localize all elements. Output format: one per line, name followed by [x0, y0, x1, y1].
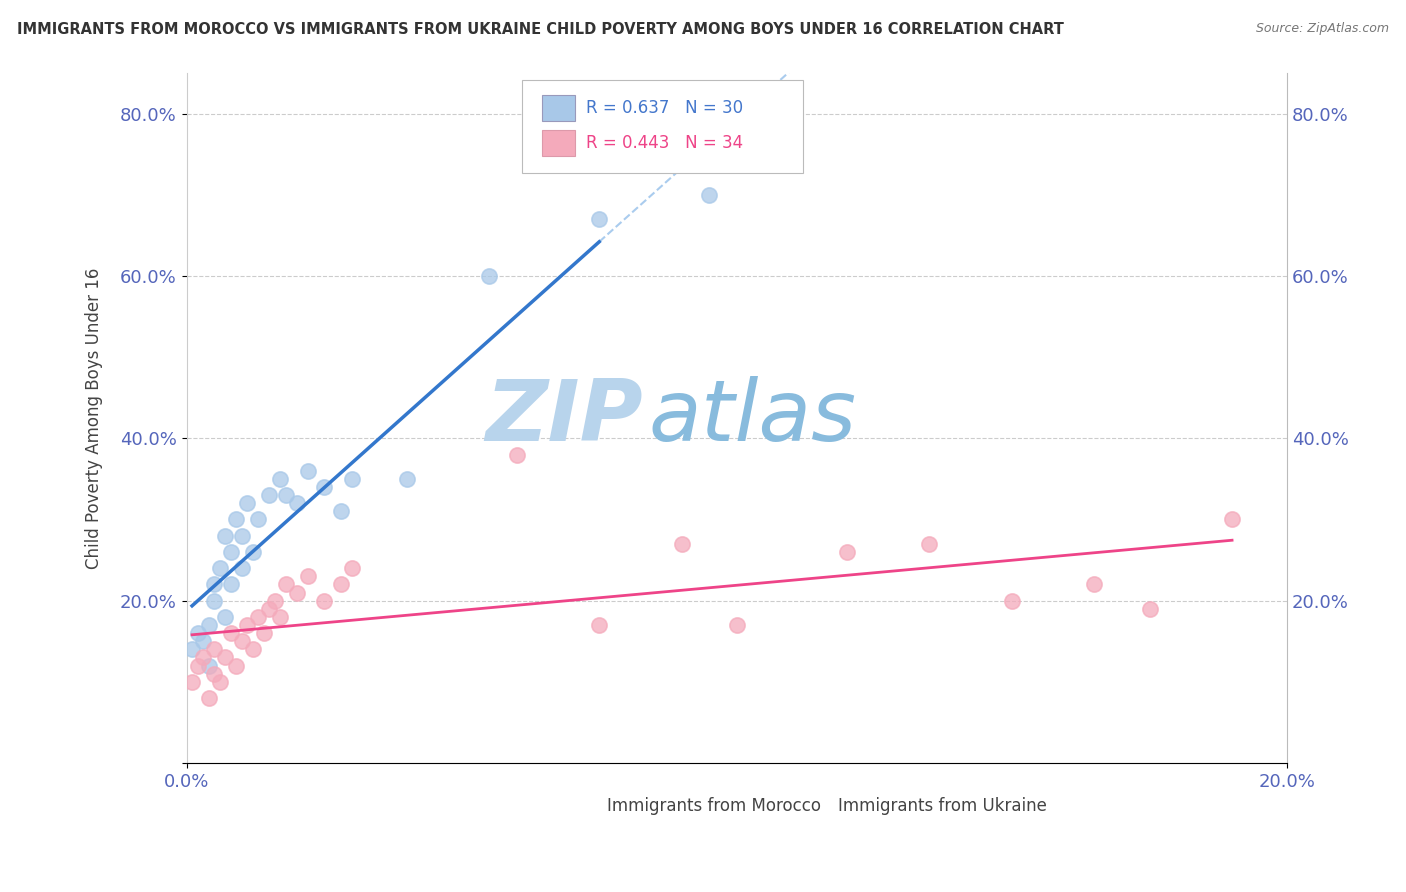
Point [314, 593, 336, 607]
FancyBboxPatch shape [543, 129, 575, 156]
Point [197, 618, 219, 632]
FancyBboxPatch shape [578, 797, 599, 816]
Point [1001, 593, 1024, 607]
Point [252, 626, 274, 640]
Point [1083, 577, 1105, 591]
Point [314, 480, 336, 494]
Text: IMMIGRANTS FROM MOROCCO VS IMMIGRANTS FROM UKRAINE CHILD POVERTY AMONG BOYS UNDE: IMMIGRANTS FROM MOROCCO VS IMMIGRANTS FR… [17, 22, 1064, 37]
Point [236, 496, 259, 510]
Point [329, 577, 352, 591]
Point [285, 496, 308, 510]
Y-axis label: Child Poverty Among Boys Under 16: Child Poverty Among Boys Under 16 [86, 268, 103, 569]
Text: Immigrants from Morocco: Immigrants from Morocco [607, 797, 821, 814]
Point [269, 610, 291, 624]
Point [197, 691, 219, 706]
Point [202, 577, 225, 591]
Point [395, 472, 418, 486]
Text: R = 0.637   N = 30: R = 0.637 N = 30 [586, 99, 744, 117]
Point [242, 545, 264, 559]
Point [214, 610, 236, 624]
Point [187, 626, 209, 640]
Point [202, 666, 225, 681]
Point [181, 674, 204, 689]
Point [187, 658, 209, 673]
Point [208, 674, 231, 689]
Point [197, 658, 219, 673]
Point [236, 618, 259, 632]
Point [506, 448, 529, 462]
Point [242, 642, 264, 657]
FancyBboxPatch shape [522, 80, 803, 173]
FancyBboxPatch shape [543, 95, 575, 121]
Text: Source: ZipAtlas.com: Source: ZipAtlas.com [1256, 22, 1389, 36]
Point [219, 545, 242, 559]
Point [725, 618, 748, 632]
Point [202, 593, 225, 607]
Point [257, 488, 280, 502]
Point [274, 577, 297, 591]
Point [835, 545, 858, 559]
Text: Immigrants from Ukraine: Immigrants from Ukraine [838, 797, 1047, 814]
FancyBboxPatch shape [808, 797, 831, 816]
Point [202, 642, 225, 657]
Point [274, 488, 297, 502]
Point [219, 626, 242, 640]
Point [225, 512, 247, 526]
Point [231, 561, 253, 575]
Point [247, 512, 270, 526]
Point [263, 593, 285, 607]
Point [219, 577, 242, 591]
Point [191, 634, 214, 648]
Point [297, 569, 319, 583]
Point [1139, 601, 1161, 615]
Point [329, 504, 352, 518]
Point [225, 658, 247, 673]
Point [478, 268, 501, 283]
Point [208, 561, 231, 575]
Point [231, 529, 253, 543]
Point [1220, 512, 1243, 526]
Point [918, 537, 941, 551]
Point [697, 187, 720, 202]
Point [340, 472, 363, 486]
Point [247, 610, 270, 624]
Point [269, 472, 291, 486]
Point [588, 212, 610, 227]
Point [297, 464, 319, 478]
Point [340, 561, 363, 575]
Point [257, 601, 280, 615]
Point [191, 650, 214, 665]
Text: R = 0.443   N = 34: R = 0.443 N = 34 [586, 134, 744, 152]
Point [214, 650, 236, 665]
Point [231, 634, 253, 648]
Point [588, 618, 610, 632]
Point [214, 529, 236, 543]
Point [181, 642, 204, 657]
Text: atlas: atlas [648, 376, 856, 459]
Point [671, 537, 693, 551]
Text: ZIP: ZIP [485, 376, 644, 459]
Point [285, 585, 308, 599]
